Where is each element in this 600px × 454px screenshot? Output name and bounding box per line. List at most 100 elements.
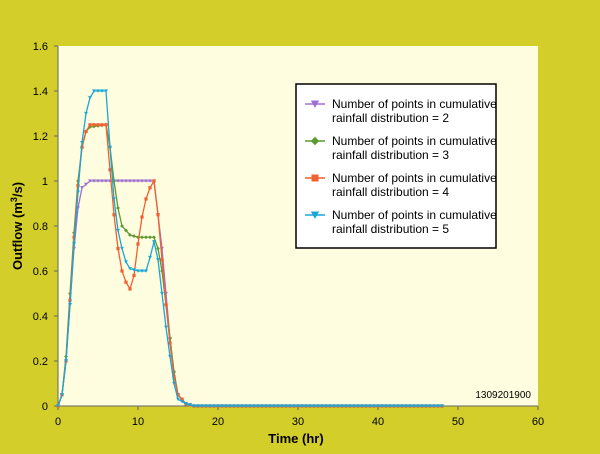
data-point — [180, 399, 184, 404]
data-point — [96, 123, 100, 127]
data-point — [132, 273, 136, 278]
x-tick-label: 40 — [372, 416, 384, 428]
data-point — [360, 404, 364, 408]
data-point — [352, 404, 356, 408]
data-point — [100, 89, 104, 93]
data-point — [256, 404, 260, 408]
data-point — [116, 246, 120, 251]
data-point — [240, 404, 244, 408]
data-point — [104, 89, 108, 93]
x-tick-label: 50 — [452, 416, 464, 428]
data-point — [88, 123, 92, 127]
data-point — [248, 404, 252, 408]
data-point — [144, 235, 148, 240]
data-point — [176, 393, 180, 397]
legend-label-line2: rainfall distribution = 4 — [332, 185, 449, 199]
data-point — [180, 397, 184, 401]
series-line — [57, 90, 442, 407]
data-point — [156, 213, 160, 217]
data-point — [112, 197, 116, 201]
legend-label-line2: rainfall distribution = 2 — [332, 111, 449, 125]
data-point — [128, 287, 132, 291]
data-point — [428, 404, 432, 408]
data-point — [116, 179, 120, 183]
data-point — [436, 404, 440, 408]
data-point — [244, 404, 248, 408]
data-point — [64, 359, 68, 363]
data-point — [132, 179, 136, 183]
data-point — [232, 404, 236, 408]
data-point — [220, 404, 224, 408]
data-point — [96, 89, 100, 93]
data-point — [380, 404, 384, 408]
data-point — [148, 186, 152, 190]
data-point — [416, 404, 420, 408]
data-point — [120, 179, 124, 183]
figure-id-annotation: 1309201900 — [475, 390, 531, 401]
data-point — [164, 303, 168, 307]
data-point — [160, 269, 164, 273]
x-tick-label: 60 — [532, 416, 544, 428]
legend-swatch-marker — [311, 174, 319, 182]
data-point — [116, 228, 120, 233]
data-point — [160, 258, 164, 262]
legend-box — [295, 83, 497, 249]
data-point — [152, 235, 156, 240]
data-point — [104, 179, 108, 183]
data-point — [420, 404, 424, 408]
data-point — [208, 404, 212, 408]
data-point — [96, 179, 100, 183]
x-tick-label: 20 — [212, 416, 224, 428]
data-point — [372, 404, 376, 408]
data-point — [80, 186, 84, 190]
data-point — [152, 179, 156, 183]
data-point — [128, 267, 132, 271]
data-point — [84, 111, 88, 116]
data-point — [432, 404, 436, 408]
data-point — [120, 246, 124, 251]
data-point — [272, 404, 276, 408]
data-point — [136, 179, 140, 183]
data-point — [124, 179, 128, 183]
y-tick-label: 1.6 — [33, 41, 48, 53]
y-axis-title: Outflow (m3/s) — [9, 182, 25, 270]
legend-label-line1: Number of points in cumulative — [332, 134, 497, 148]
data-point — [300, 404, 304, 408]
data-point — [376, 404, 380, 408]
data-point — [288, 404, 292, 408]
data-point — [212, 404, 216, 408]
data-point — [228, 404, 232, 408]
data-point — [132, 268, 136, 272]
data-point — [120, 269, 124, 273]
x-tick-label: 30 — [292, 416, 304, 428]
data-point — [152, 240, 156, 244]
data-point — [136, 269, 140, 273]
data-point — [124, 260, 128, 264]
x-axis-ticks: 0 10 20 30 40 50 60 — [55, 406, 544, 428]
data-point — [140, 235, 144, 240]
data-point — [140, 269, 144, 273]
legend-label-line1: Number of points in cumulative — [332, 171, 497, 185]
data-point — [320, 404, 324, 408]
data-point — [148, 235, 152, 240]
data-point — [160, 291, 164, 296]
data-point — [296, 404, 300, 408]
series-layer — [56, 89, 444, 408]
data-point — [92, 89, 96, 93]
data-point — [336, 404, 340, 408]
data-point — [144, 179, 148, 183]
data-point — [216, 404, 220, 408]
data-point — [404, 404, 408, 408]
data-point — [100, 179, 104, 183]
data-point — [388, 404, 392, 408]
y-tick-label: 0 — [42, 401, 48, 413]
data-point — [200, 404, 204, 408]
data-point — [412, 404, 416, 408]
data-point — [196, 404, 200, 408]
y-axis-title-superscript: 3 — [9, 197, 19, 202]
data-point — [312, 404, 316, 408]
data-point — [144, 197, 148, 201]
data-point — [184, 402, 188, 406]
